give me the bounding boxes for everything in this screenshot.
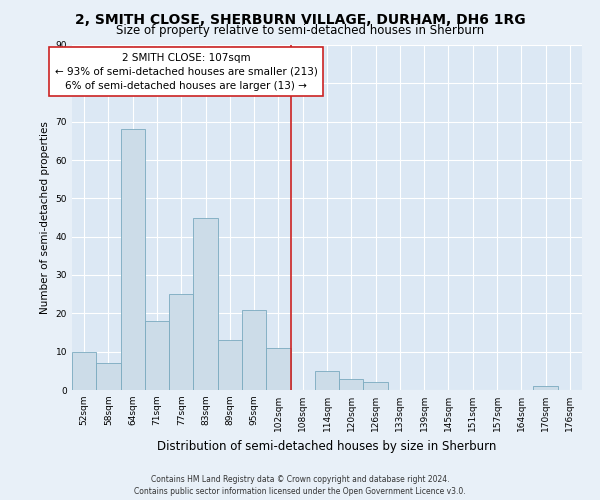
Bar xyxy=(169,294,193,390)
X-axis label: Distribution of semi-detached houses by size in Sherburn: Distribution of semi-detached houses by … xyxy=(157,440,497,452)
Bar xyxy=(364,382,388,390)
Bar xyxy=(266,348,290,390)
Bar xyxy=(242,310,266,390)
Text: Contains HM Land Registry data © Crown copyright and database right 2024.
Contai: Contains HM Land Registry data © Crown c… xyxy=(134,474,466,496)
Text: 2 SMITH CLOSE: 107sqm
← 93% of semi-detached houses are smaller (213)
6% of semi: 2 SMITH CLOSE: 107sqm ← 93% of semi-deta… xyxy=(55,52,317,90)
Bar xyxy=(339,378,364,390)
Text: Size of property relative to semi-detached houses in Sherburn: Size of property relative to semi-detach… xyxy=(116,24,484,37)
Bar xyxy=(96,363,121,390)
Bar xyxy=(193,218,218,390)
Bar xyxy=(315,371,339,390)
Text: 2, SMITH CLOSE, SHERBURN VILLAGE, DURHAM, DH6 1RG: 2, SMITH CLOSE, SHERBURN VILLAGE, DURHAM… xyxy=(74,12,526,26)
Bar xyxy=(218,340,242,390)
Bar xyxy=(72,352,96,390)
Bar xyxy=(145,321,169,390)
Bar xyxy=(533,386,558,390)
Bar xyxy=(121,130,145,390)
Y-axis label: Number of semi-detached properties: Number of semi-detached properties xyxy=(40,121,50,314)
